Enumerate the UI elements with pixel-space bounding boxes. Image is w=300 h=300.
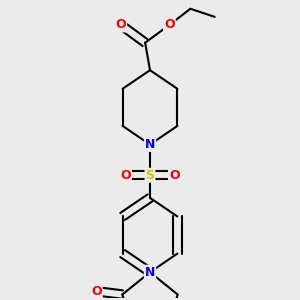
Text: S: S — [146, 169, 154, 182]
Text: O: O — [169, 169, 180, 182]
Text: N: N — [145, 138, 155, 151]
Text: O: O — [116, 18, 126, 32]
Text: O: O — [164, 18, 175, 32]
Text: N: N — [145, 266, 155, 279]
Text: O: O — [91, 285, 102, 298]
Text: O: O — [120, 169, 131, 182]
